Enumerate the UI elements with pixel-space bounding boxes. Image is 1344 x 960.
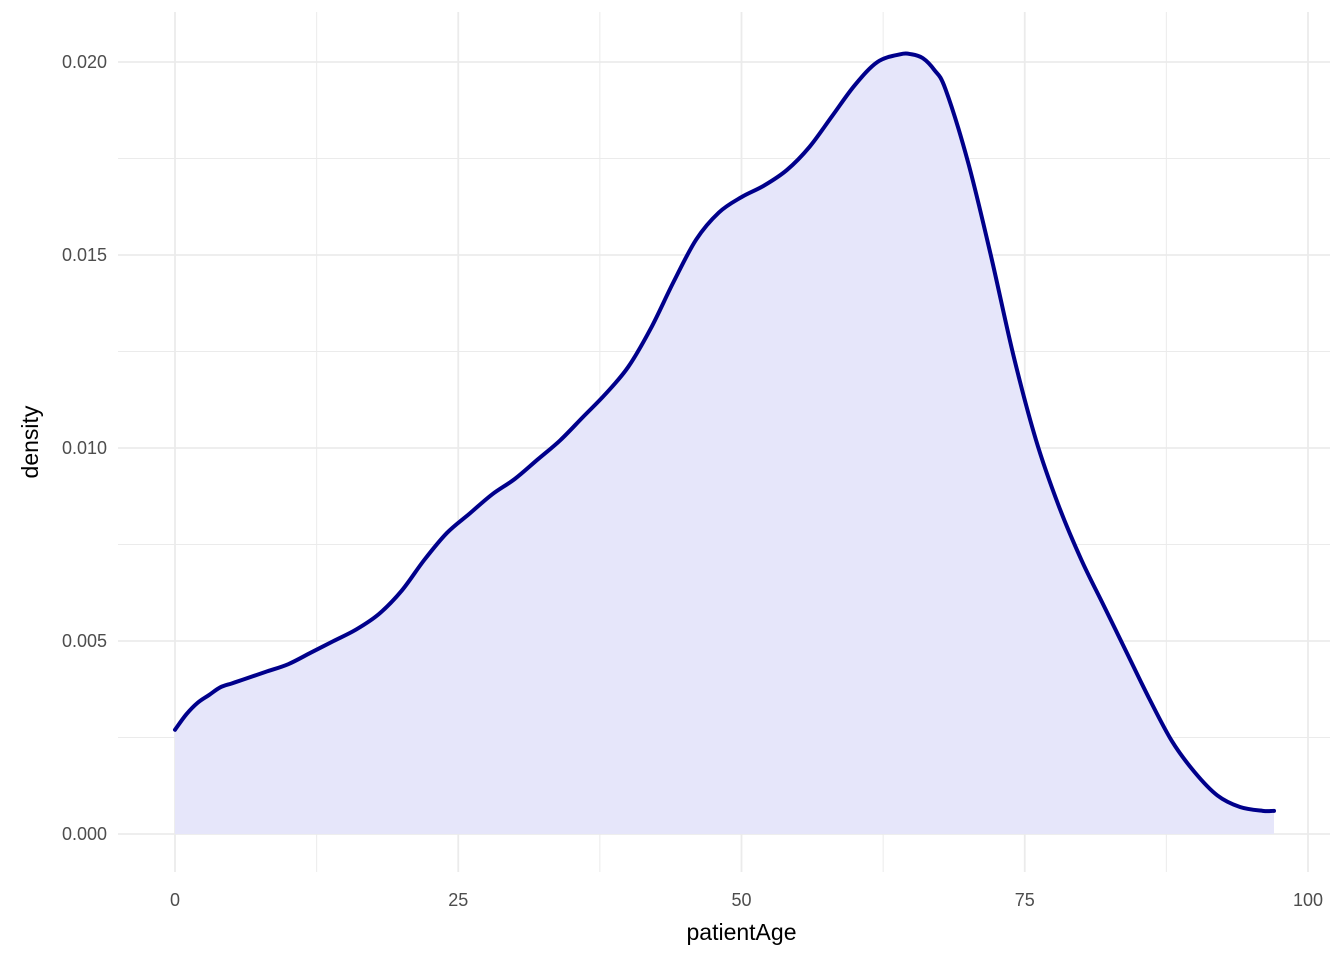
x-axis-tick-labels: 0 25 50 75 100 bbox=[170, 890, 1323, 910]
y-tick-label: 0.005 bbox=[62, 631, 107, 651]
y-tick-label: 0.010 bbox=[62, 438, 107, 458]
plot-area bbox=[173, 51, 1277, 835]
density-area-fill bbox=[175, 53, 1275, 835]
y-axis-tick-labels: 0.000 0.005 0.010 0.015 0.020 bbox=[62, 52, 107, 844]
x-axis-title: patientAge bbox=[687, 919, 797, 945]
y-axis-title: density bbox=[17, 405, 43, 478]
y-tick-label: 0.015 bbox=[62, 245, 107, 265]
y-tick-label: 0.000 bbox=[62, 824, 107, 844]
density-line bbox=[173, 51, 1277, 814]
x-tick-label: 75 bbox=[1015, 890, 1035, 910]
y-tick-label: 0.020 bbox=[62, 52, 107, 72]
x-tick-label: 100 bbox=[1293, 890, 1323, 910]
x-tick-label: 0 bbox=[170, 890, 180, 910]
x-tick-label: 25 bbox=[448, 890, 468, 910]
x-tick-label: 50 bbox=[731, 890, 751, 910]
